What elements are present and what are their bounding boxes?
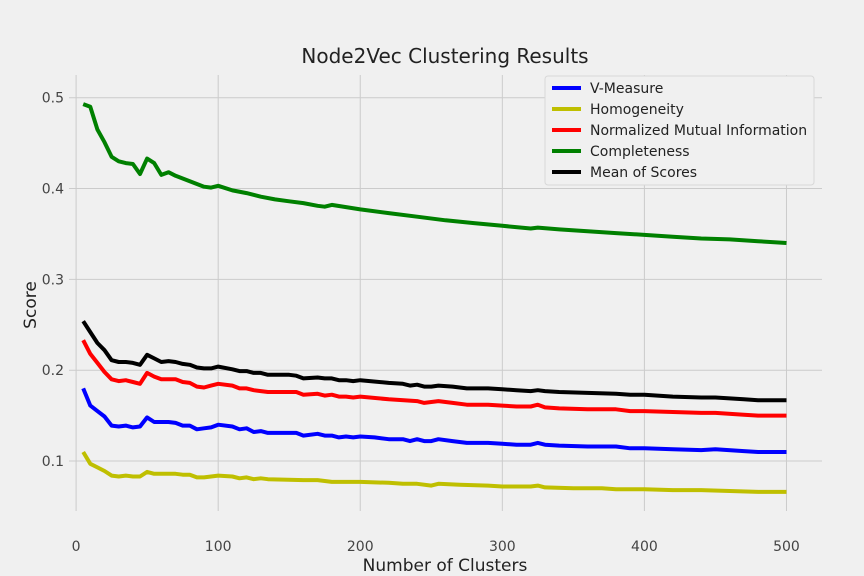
series-line-4 [81, 320, 787, 403]
series-line-0 [81, 387, 787, 454]
legend-label-4: Mean of Scores [590, 165, 697, 181]
y-tick-label: 0.2 [42, 363, 64, 379]
legend-label-2: Normalized Mutual Information [590, 123, 807, 139]
x-tick-label: 300 [489, 539, 516, 555]
series-line-2 [81, 339, 787, 418]
y-tick-label: 0.5 [42, 91, 64, 107]
y-tick-label: 0.4 [42, 182, 64, 198]
y-tick-label: 0.3 [42, 272, 64, 288]
x-tick-label: 200 [347, 539, 374, 555]
series-line-3 [82, 102, 787, 245]
x-tick-label: 400 [631, 539, 658, 555]
chart-title: Node2Vec Clustering Results [301, 44, 588, 68]
series-layer [81, 102, 787, 494]
y-axis-label: Score [21, 281, 41, 329]
legend-box [544, 75, 815, 186]
legend-label-0: V-Measure [590, 81, 663, 97]
series-line-1 [81, 450, 787, 494]
ticks: 0 100 200 300 400 500 0.1 0.2 0.3 0.4 0.5 [42, 91, 800, 555]
x-tick-label: 0 [72, 539, 81, 555]
legend: V-Measure Homogeneity Normalized Mutual In… [544, 75, 815, 186]
x-tick-label: 500 [773, 539, 800, 555]
legend-label-1: Homogeneity [590, 102, 684, 118]
y-tick-label: 0.1 [42, 454, 64, 470]
x-tick-label: 100 [205, 539, 232, 555]
legend-label-3: Completeness [590, 144, 690, 160]
x-axis-label: Number of Clusters [363, 556, 528, 576]
